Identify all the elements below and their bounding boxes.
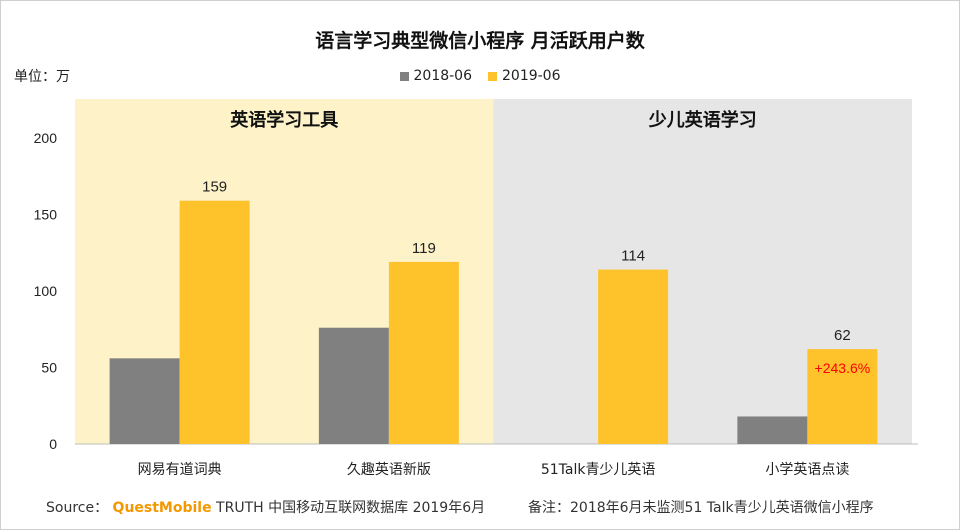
legend-swatch-2019 bbox=[488, 71, 497, 81]
source-brand: QuestMobile bbox=[112, 500, 212, 516]
footnote: 备注：2018年6月未监测51 Talk青少儿英语微信小程序 bbox=[528, 500, 874, 516]
bar-2019 bbox=[179, 200, 250, 444]
y-tick-label: 150 bbox=[34, 207, 58, 223]
x-tick-label: 网易有道词典 bbox=[138, 462, 222, 478]
unit-label: 单位：万 bbox=[14, 69, 70, 85]
bar-2018 bbox=[737, 416, 808, 444]
bar-2019 bbox=[807, 349, 878, 444]
chart-title: 语言学习典型微信小程序 月活跃用户数 bbox=[315, 30, 645, 52]
bar-2018 bbox=[318, 327, 389, 444]
bar-2019 bbox=[598, 269, 669, 444]
legend-label-2018: 2018-06 bbox=[413, 68, 473, 84]
data-label: 119 bbox=[412, 240, 436, 257]
data-label: 114 bbox=[621, 248, 645, 265]
x-tick-label: 小学英语点读 bbox=[765, 461, 849, 478]
bar-2019 bbox=[388, 261, 459, 444]
group-label-1: 少儿英语学习 bbox=[648, 109, 757, 131]
legend: 2018-06 2019-06 bbox=[0, 68, 960, 84]
y-tick-label: 50 bbox=[41, 360, 57, 376]
source-line: Source： QuestMobile TRUTH 中国移动互联网数据库 201… bbox=[46, 497, 485, 517]
legend-swatch-2018 bbox=[399, 71, 409, 81]
bar-2018 bbox=[109, 358, 180, 444]
growth-annotation: +243.6% bbox=[815, 360, 871, 376]
group-label-0: 英语学习工具 bbox=[229, 109, 338, 131]
legend-item-2019: 2019-06 bbox=[488, 68, 561, 84]
y-tick-label: 200 bbox=[34, 130, 58, 146]
source-prefix: Source： bbox=[46, 500, 109, 516]
y-tick-label: 0 bbox=[49, 436, 57, 452]
source-suffix: TRUTH 中国移动互联网数据库 2019年6月 bbox=[211, 500, 486, 516]
y-tick-label: 100 bbox=[34, 283, 58, 299]
data-label: 159 bbox=[202, 179, 227, 196]
x-tick-label: 久趣英语新版 bbox=[347, 461, 431, 478]
data-label: 62 bbox=[834, 327, 851, 344]
legend-label-2019: 2019-06 bbox=[502, 68, 561, 84]
x-tick-label: 51Talk青少儿英语 bbox=[541, 461, 656, 478]
legend-item-2018: 2018-06 bbox=[399, 68, 473, 84]
